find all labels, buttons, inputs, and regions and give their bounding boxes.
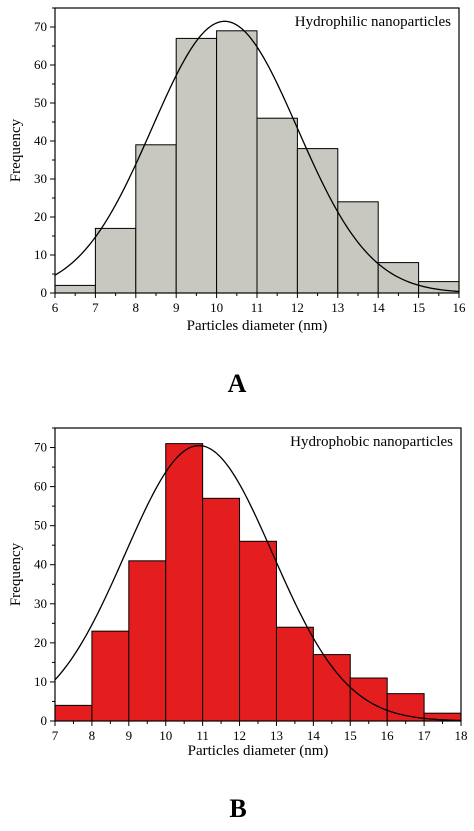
x-tick-label: 15 — [412, 300, 425, 315]
x-tick-label: 9 — [173, 300, 180, 315]
x-tick-label: 16 — [381, 728, 395, 743]
y-tick-label: 20 — [34, 209, 47, 224]
gaussian-fit-curve — [54, 20, 460, 293]
chart-annotation: Hydrophobic nanoparticles — [290, 434, 453, 450]
x-tick-label: 7 — [52, 728, 59, 743]
y-tick-label: 40 — [34, 133, 47, 148]
x-tick-label: 13 — [331, 300, 344, 315]
y-tick-label: 0 — [41, 285, 48, 300]
histogram-bar — [275, 626, 314, 722]
x-tick-label: 15 — [344, 728, 357, 743]
chart-panel-B: 7 8 9 10 11 12 13 14 15 16 17 18 0 10 20 30 40 50 60 70 Part… — [8, 427, 468, 823]
histogram-bar — [386, 693, 425, 722]
histogram-bar — [54, 704, 93, 722]
x-tick-label: 7 — [92, 300, 99, 315]
y-tick-label: 50 — [34, 95, 47, 110]
panel-label: A — [228, 369, 247, 398]
x-tick-label: 16 — [453, 300, 467, 315]
histogram-bar — [349, 677, 388, 722]
histogram-bar — [128, 560, 167, 722]
y-axis-title: Frequency — [8, 542, 24, 606]
x-tick-label: 10 — [159, 728, 172, 743]
histogram-bar — [54, 284, 96, 294]
y-tick-label: 10 — [34, 674, 47, 689]
y-tick-label: 60 — [34, 57, 47, 72]
histogram-bar — [216, 30, 258, 294]
panel-label: B — [229, 794, 246, 823]
x-axis-title: Particles diameter (nm) — [188, 743, 329, 759]
y-tick-label: 40 — [34, 557, 47, 572]
y-axis-title: Frequency — [8, 118, 24, 182]
x-tick-label: 18 — [455, 728, 468, 743]
x-axis-title: Particles diameter (nm) — [187, 318, 328, 334]
y-tick-label: 50 — [34, 518, 47, 533]
histogram-bar — [175, 37, 218, 294]
x-tick-label: 9 — [126, 728, 133, 743]
x-tick-label: 6 — [52, 300, 59, 315]
y-tick-label: 60 — [34, 479, 47, 494]
histogram-bar — [239, 540, 277, 722]
chart-panel-A: 6 7 8 9 10 11 12 13 14 15 16 0 10 20 30 40 50 60 70 Particl… — [8, 7, 467, 398]
histogram-bar — [202, 497, 241, 722]
x-tick-label: 17 — [418, 728, 432, 743]
x-tick-label: 12 — [233, 728, 246, 743]
y-tick-label: 30 — [34, 596, 47, 611]
x-tick-label: 13 — [270, 728, 283, 743]
x-tick-label: 14 — [307, 728, 321, 743]
chart-annotation: Hydrophilic nanoparticles — [295, 14, 451, 30]
x-tick-label: 11 — [196, 728, 209, 743]
gaussian-fit-curve — [54, 444, 462, 722]
x-tick-label: 8 — [133, 300, 140, 315]
histogram-bar — [94, 227, 137, 294]
histogram-bar — [256, 117, 298, 294]
y-tick-label: 20 — [34, 635, 47, 650]
y-tick-label: 70 — [34, 440, 47, 455]
x-tick-label: 8 — [89, 728, 96, 743]
histogram-bar — [337, 201, 379, 294]
y-tick-label: 70 — [34, 19, 47, 34]
y-tick-label: 10 — [34, 247, 47, 262]
histogram-bar — [135, 144, 177, 294]
x-tick-label: 10 — [210, 300, 223, 315]
histogram-bar — [165, 443, 204, 722]
y-tick-label: 30 — [34, 171, 47, 186]
histogram-bar — [296, 148, 339, 294]
y-tick-label: 0 — [41, 713, 48, 728]
x-tick-label: 14 — [372, 300, 386, 315]
x-tick-label: 11 — [251, 300, 264, 315]
histogram-bar — [312, 654, 351, 722]
histogram-bar — [91, 630, 130, 722]
x-tick-label: 12 — [291, 300, 304, 315]
